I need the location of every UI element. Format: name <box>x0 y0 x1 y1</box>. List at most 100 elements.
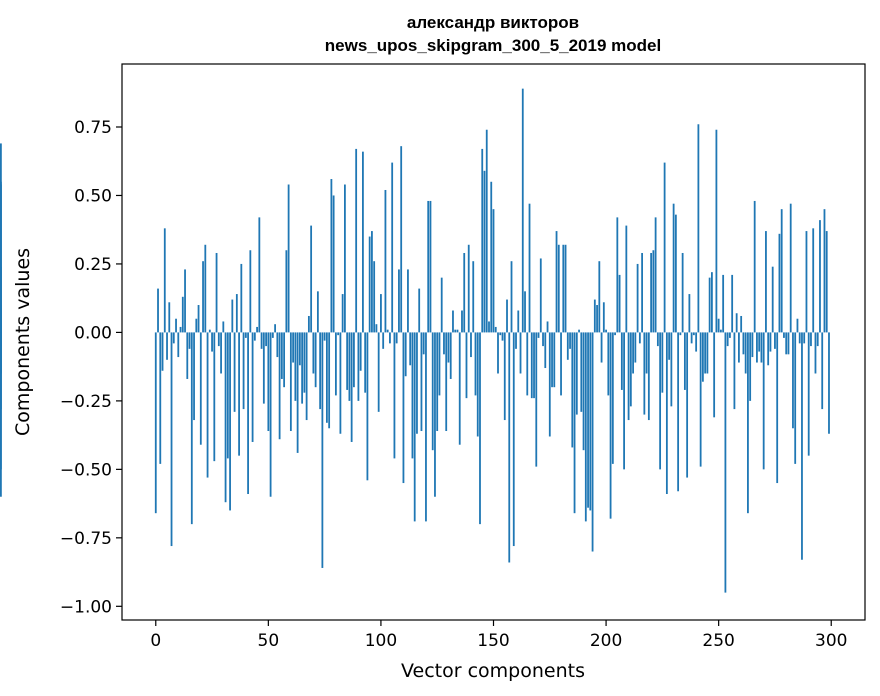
bar <box>0 181 2 333</box>
bar <box>533 332 535 399</box>
bar <box>476 332 479 437</box>
bar <box>699 332 702 467</box>
bar <box>697 124 700 333</box>
bar <box>819 220 821 333</box>
bar <box>546 321 549 333</box>
bar <box>686 332 689 478</box>
bar <box>337 332 340 336</box>
bar <box>638 332 641 344</box>
bar <box>548 332 551 437</box>
x-tick-label: 200 <box>590 631 622 651</box>
bar <box>587 332 589 508</box>
bar <box>593 299 596 333</box>
bar <box>557 244 560 333</box>
bar <box>627 332 630 421</box>
bar <box>596 305 598 333</box>
bar <box>362 151 364 333</box>
bar <box>256 326 258 333</box>
bar <box>769 332 772 352</box>
bar <box>810 332 812 347</box>
bar <box>409 332 412 366</box>
bar <box>445 332 448 432</box>
y-tick-label: 0.50 <box>74 186 112 206</box>
bar <box>708 277 711 333</box>
bar <box>677 332 680 492</box>
bar <box>434 332 436 497</box>
bar <box>321 332 324 568</box>
bar <box>323 332 326 341</box>
bar <box>821 332 824 410</box>
bar <box>503 332 506 421</box>
bar <box>226 332 229 459</box>
bar <box>278 332 281 440</box>
bar <box>384 189 387 333</box>
bar <box>582 332 585 451</box>
bar <box>661 332 664 393</box>
bar <box>542 332 544 347</box>
bar <box>319 332 322 410</box>
bar <box>756 332 758 363</box>
bar <box>179 326 182 333</box>
bar <box>186 332 189 379</box>
bar <box>701 332 704 382</box>
bar <box>220 332 222 374</box>
bar <box>825 231 828 333</box>
bar <box>170 332 173 547</box>
bar <box>233 332 236 412</box>
bar <box>792 332 794 429</box>
bar <box>823 209 826 333</box>
x-tick-label: 250 <box>702 631 734 651</box>
bar <box>258 217 261 333</box>
bar <box>425 332 427 522</box>
bar <box>747 332 749 514</box>
bar <box>566 332 569 360</box>
bar <box>0 332 2 497</box>
bar <box>479 332 481 525</box>
bar <box>346 332 349 390</box>
bar <box>195 318 198 333</box>
bar <box>544 332 547 369</box>
bar <box>512 332 515 547</box>
bar <box>224 332 227 503</box>
bar <box>303 332 306 393</box>
bar <box>672 203 675 333</box>
bar <box>490 181 493 333</box>
bar <box>328 332 331 429</box>
bar <box>560 332 562 396</box>
bar <box>440 277 443 333</box>
bar <box>510 261 513 333</box>
y-axis: −1.00 −0.75 −0.50 −0.25 0.00 0.25 0.50 0.75 <box>60 118 122 617</box>
bar <box>159 332 162 464</box>
bar <box>785 332 788 355</box>
bar <box>801 332 803 560</box>
bar <box>380 294 382 333</box>
bar <box>724 332 727 593</box>
bar <box>715 129 718 333</box>
plot-frame <box>121 63 866 621</box>
bar <box>722 274 725 333</box>
bar <box>217 332 220 347</box>
bar <box>521 88 524 333</box>
bar <box>611 332 614 464</box>
bar <box>605 329 607 333</box>
bar <box>206 332 209 478</box>
x-axis: 0 50 100 150 200 250 300 <box>150 620 847 651</box>
bar <box>190 332 193 525</box>
bar <box>289 332 292 432</box>
bar <box>181 296 184 333</box>
bar <box>528 203 531 333</box>
bar <box>470 332 472 358</box>
bar <box>758 332 761 352</box>
bar <box>276 332 279 358</box>
bar <box>636 263 639 333</box>
bar <box>803 332 806 344</box>
bar <box>280 332 283 379</box>
bar <box>508 332 511 563</box>
bar <box>269 332 272 497</box>
bar <box>600 332 603 363</box>
bar <box>211 332 213 352</box>
bar <box>202 261 204 333</box>
bar <box>720 329 722 333</box>
bar <box>438 332 441 396</box>
bar <box>413 332 416 522</box>
